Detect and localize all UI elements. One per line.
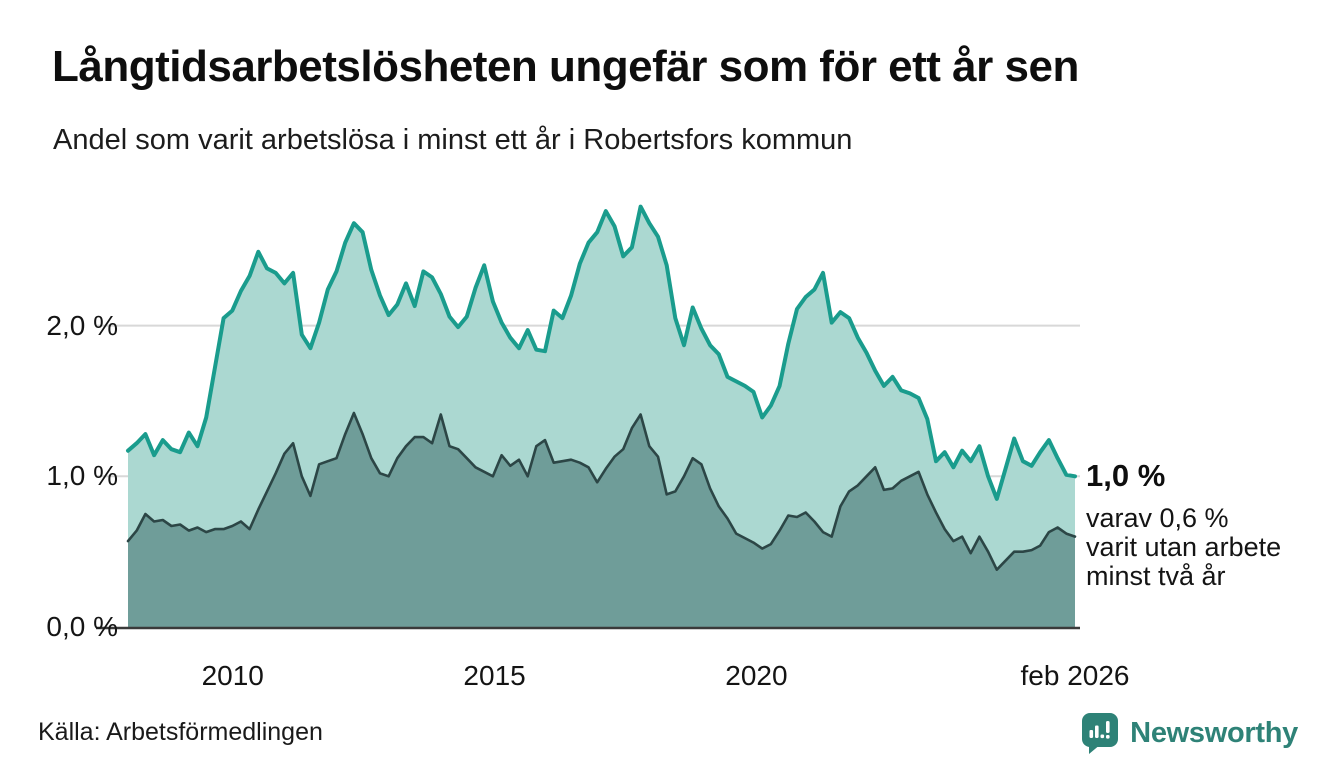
- y-tick-label: 2,0 %: [46, 309, 118, 341]
- y-tick-label: 0,0 %: [46, 611, 118, 642]
- x-tick-label: 2020: [725, 660, 788, 691]
- sublabel-line-2: varit utan arbete: [1086, 532, 1282, 562]
- newsworthy-logo-icon: [1080, 711, 1120, 755]
- sublabel-line-3: minst två år: [1086, 561, 1226, 591]
- page-title: Långtidsarbetslösheten ungefär som för e…: [52, 42, 1079, 91]
- newsworthy-brand: Newsworthy: [1080, 710, 1298, 756]
- end-value-label: 1,0 %: [1086, 458, 1166, 493]
- page-subtitle: Andel som varit arbetslösa i minst ett å…: [53, 124, 853, 156]
- x-tick-label: 2010: [201, 660, 264, 691]
- y-tick-label: 1,0 %: [46, 460, 118, 492]
- end-value-sublabel: varav 0,6 % varit utan arbete minst två …: [1086, 504, 1281, 591]
- x-tick-label: 2015: [463, 660, 526, 691]
- brand-wordmark: Newsworthy: [1130, 716, 1298, 749]
- x-tick-label: feb 2026: [1020, 660, 1130, 691]
- source-note: Källa: Arbetsförmedlingen: [38, 718, 323, 746]
- sublabel-line-1: varav 0,6 %: [1086, 503, 1229, 533]
